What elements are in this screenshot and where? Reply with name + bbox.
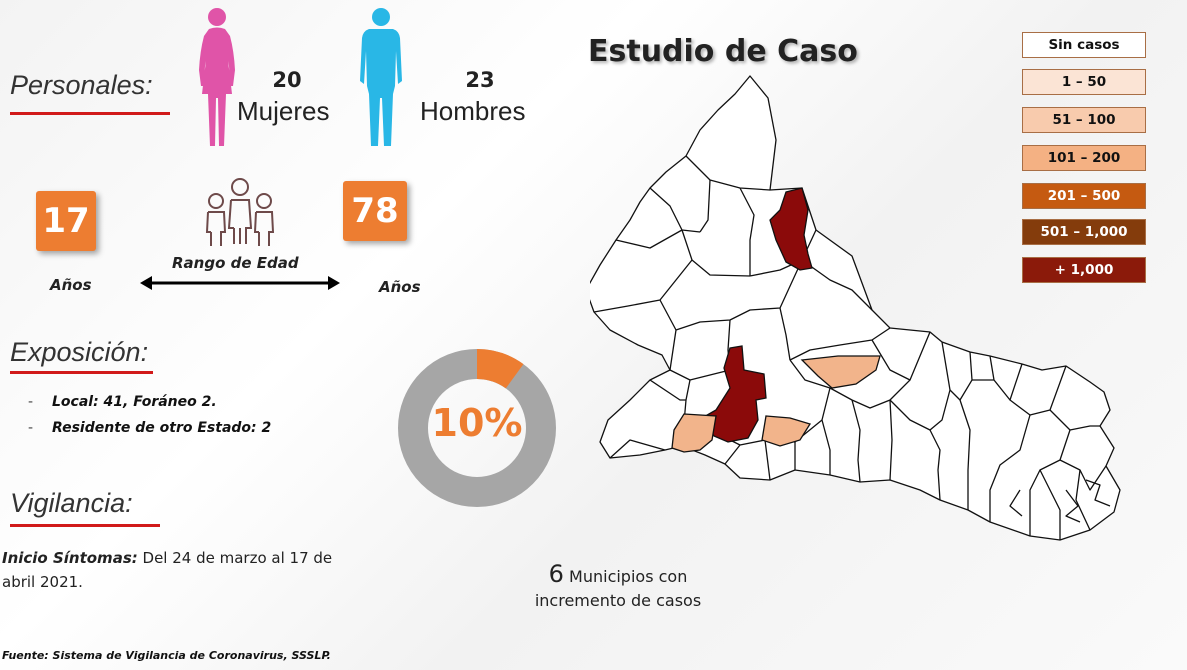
donut-label: 10% — [431, 401, 523, 445]
age-max-box: 78 — [343, 181, 407, 241]
legend-item: Sin casos — [1022, 32, 1146, 58]
legend-item: 501 – 1,000 — [1022, 219, 1146, 245]
municipality-dark-2 — [701, 345, 767, 443]
exposicion-underline — [10, 371, 153, 374]
vigilancia-text: Inicio Síntomas: Del 24 de marzo al 17 d… — [2, 549, 333, 591]
legend-item: + 1,000 — [1022, 257, 1146, 283]
personales-underline — [10, 112, 170, 115]
source-footer: Fuente: Sistema de Vigilancia de Coronav… — [2, 649, 331, 662]
people-group-icon — [205, 178, 275, 246]
double-arrow-icon — [140, 276, 340, 290]
municipality-dark-1 — [769, 187, 813, 271]
legend-item: 201 – 500 — [1022, 183, 1146, 209]
exposicion-title: Exposición: — [10, 337, 149, 367]
municipality-light-1 — [800, 355, 881, 389]
exposicion-item: - Local: 41, Foráneo 2. — [28, 394, 217, 410]
legend-item: 101 – 200 — [1022, 145, 1146, 171]
male-figure-icon — [360, 8, 402, 146]
age-min-unit: Años — [50, 276, 92, 294]
age-min-box: 17 — [36, 191, 96, 251]
donut-value-arc — [398, 349, 556, 507]
age-max-unit: Años — [379, 278, 421, 296]
women-label: Mujeres — [237, 96, 330, 126]
municipios-count: 6 — [548, 560, 564, 588]
exposicion-item: - Residente de otro Estado: 2 — [28, 420, 272, 436]
legend-item: 51 – 100 — [1022, 107, 1146, 133]
vigilancia-title: Vigilancia: — [10, 488, 133, 518]
municipios-increase: 6 Municipios con incremento de casos — [534, 560, 702, 610]
municipality-light-3 — [761, 415, 812, 447]
percent-donut — [398, 349, 556, 507]
age-range-label: Rango de Edad — [172, 254, 299, 272]
men-label: Hombres — [420, 96, 526, 126]
municipality-light-2 — [671, 413, 717, 453]
female-figure-icon — [199, 8, 235, 146]
map-title: Estudio de Caso — [588, 34, 858, 69]
personales-title: Personales: — [10, 70, 153, 100]
men-count: 23 — [465, 68, 495, 92]
legend-item: 1 – 50 — [1022, 69, 1146, 95]
vigilancia-underline — [10, 524, 160, 527]
municipality-map — [590, 75, 1121, 541]
women-count: 20 — [272, 68, 302, 92]
